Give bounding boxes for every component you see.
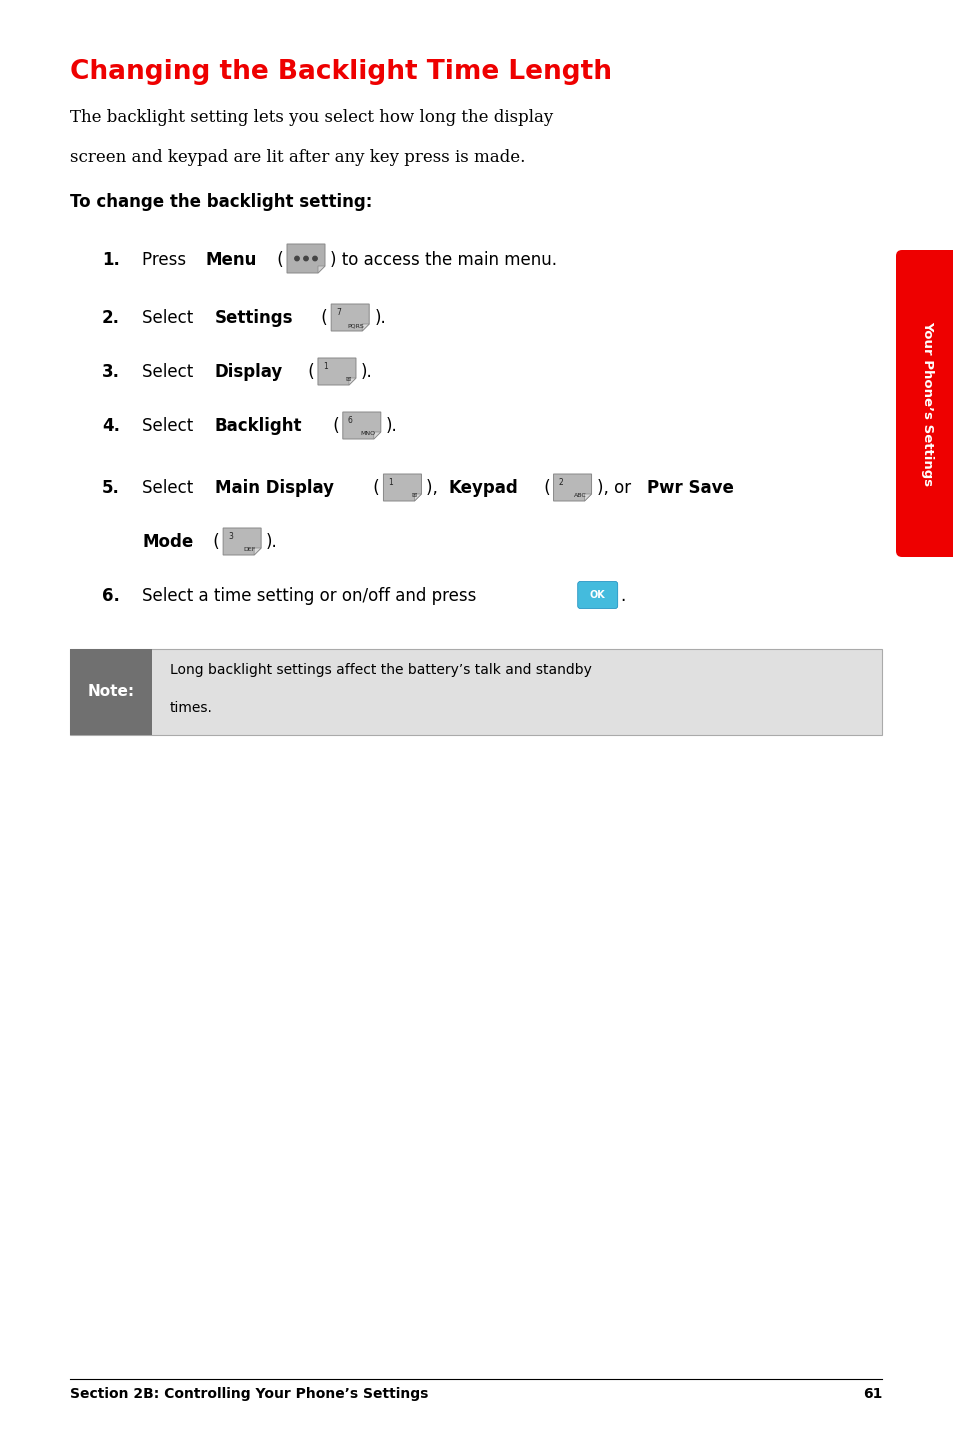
Polygon shape [331, 303, 369, 331]
Text: 4.: 4. [102, 416, 120, 435]
Text: DEF: DEF [244, 547, 255, 552]
Text: ) to access the main menu.: ) to access the main menu. [330, 250, 557, 269]
Text: Changing the Backlight Time Length: Changing the Backlight Time Length [70, 59, 612, 84]
Polygon shape [317, 358, 355, 385]
Text: Select: Select [142, 309, 198, 328]
Polygon shape [253, 548, 261, 555]
Text: Long backlight settings affect the battery’s talk and standby: Long backlight settings affect the batte… [170, 663, 591, 677]
Text: 1: 1 [323, 362, 328, 371]
Text: times.: times. [170, 701, 213, 716]
Text: (: ( [272, 250, 283, 269]
Text: PQRS: PQRS [347, 323, 364, 328]
Text: Select: Select [142, 479, 198, 497]
Text: ).: ). [266, 532, 277, 551]
Polygon shape [414, 494, 421, 501]
Text: 6.: 6. [102, 587, 120, 605]
Text: To change the backlight setting:: To change the backlight setting: [70, 193, 372, 210]
Text: 6: 6 [348, 416, 353, 425]
Text: (: ( [328, 416, 339, 435]
Text: Press: Press [142, 250, 192, 269]
FancyBboxPatch shape [70, 650, 882, 736]
Polygon shape [584, 494, 591, 501]
Polygon shape [374, 432, 380, 439]
FancyBboxPatch shape [70, 650, 152, 736]
Text: Main Display: Main Display [214, 479, 334, 497]
Text: ABC: ABC [573, 494, 586, 498]
Text: (: ( [315, 309, 328, 328]
Text: Backlight: Backlight [214, 416, 302, 435]
Text: Section 2B: Controlling Your Phone’s Settings: Section 2B: Controlling Your Phone’s Set… [70, 1387, 428, 1401]
Polygon shape [342, 412, 380, 439]
Text: Mode: Mode [142, 532, 193, 551]
Polygon shape [553, 474, 591, 501]
Text: 5.: 5. [102, 479, 120, 497]
Polygon shape [349, 378, 355, 385]
Polygon shape [287, 245, 325, 273]
Polygon shape [317, 266, 325, 273]
Text: ).: ). [374, 309, 386, 328]
Text: (: ( [208, 532, 219, 551]
Circle shape [294, 256, 299, 260]
Text: 3.: 3. [102, 363, 120, 381]
FancyBboxPatch shape [578, 581, 618, 608]
Polygon shape [362, 323, 369, 331]
Text: ).: ). [385, 416, 397, 435]
Polygon shape [383, 474, 421, 501]
Text: Display: Display [214, 363, 283, 381]
Text: Select: Select [142, 363, 198, 381]
Text: MNO: MNO [360, 431, 375, 436]
Text: 1: 1 [388, 478, 393, 487]
Text: Select a time setting or on/off and press: Select a time setting or on/off and pres… [142, 587, 481, 605]
Circle shape [303, 256, 308, 260]
Text: 61: 61 [862, 1387, 882, 1401]
Text: ).: ). [360, 363, 373, 381]
FancyBboxPatch shape [895, 250, 953, 557]
Text: ),: ), [426, 479, 443, 497]
Text: 2: 2 [558, 478, 562, 487]
Text: 3: 3 [228, 532, 233, 541]
Text: The backlight setting lets you select how long the display: The backlight setting lets you select ho… [70, 109, 553, 126]
Text: ✉: ✉ [345, 376, 351, 382]
Text: Your Phone’s Settings: Your Phone’s Settings [921, 321, 934, 487]
Text: Menu: Menu [206, 250, 256, 269]
Text: Note:: Note: [88, 684, 134, 700]
Text: Select: Select [142, 416, 198, 435]
Circle shape [313, 256, 316, 260]
Text: ✉: ✉ [411, 494, 416, 498]
Text: 7: 7 [335, 308, 341, 318]
Text: OK: OK [589, 590, 605, 600]
Text: screen and keypad are lit after any key press is made.: screen and keypad are lit after any key … [70, 149, 525, 166]
Text: Pwr Save: Pwr Save [647, 479, 734, 497]
Text: (: ( [538, 479, 550, 497]
Text: Keypad: Keypad [448, 479, 517, 497]
Text: 2.: 2. [102, 309, 120, 328]
Text: .: . [619, 587, 625, 605]
Text: 1.: 1. [102, 250, 120, 269]
Text: (: ( [368, 479, 379, 497]
Text: Settings: Settings [214, 309, 294, 328]
Polygon shape [223, 528, 261, 555]
Text: (: ( [303, 363, 314, 381]
Text: ), or: ), or [596, 479, 636, 497]
